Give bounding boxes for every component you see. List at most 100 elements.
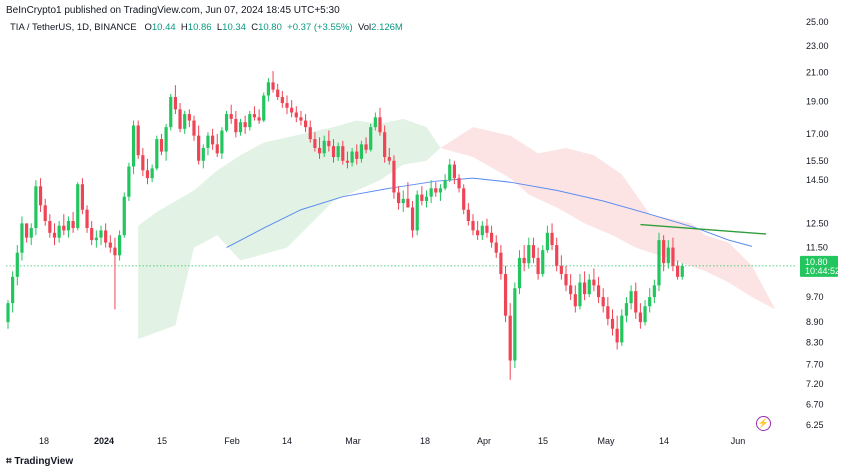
candle-body[interactable] [29, 228, 33, 238]
candle-body[interactable] [680, 265, 684, 277]
candle-body[interactable] [373, 117, 377, 128]
candle-body[interactable] [434, 188, 438, 193]
candle-body[interactable] [136, 125, 140, 156]
candle-body[interactable] [11, 276, 15, 304]
candle-body[interactable] [164, 127, 168, 152]
candle-body[interactable] [285, 103, 289, 108]
candle-body[interactable] [243, 122, 247, 128]
candle-body[interactable] [424, 196, 429, 201]
candle-body[interactable] [466, 209, 470, 222]
candle-body[interactable] [517, 257, 522, 289]
candle-body[interactable] [224, 114, 229, 131]
candle-body[interactable] [327, 140, 331, 147]
candle-body[interactable] [15, 252, 19, 277]
candle-body[interactable] [476, 230, 480, 236]
candle-body[interactable] [71, 221, 75, 229]
candle-body[interactable] [420, 194, 424, 201]
candle-body[interactable] [624, 303, 629, 316]
candle-body[interactable] [401, 198, 405, 204]
candle-body[interactable] [676, 265, 680, 277]
candle-body[interactable] [471, 221, 475, 231]
candle-body[interactable] [378, 117, 382, 133]
candle-body[interactable] [648, 297, 652, 307]
candle-body[interactable] [108, 242, 112, 248]
candle-body[interactable] [601, 297, 605, 307]
candle-body[interactable] [62, 225, 66, 231]
candle-body[interactable] [104, 230, 108, 243]
candle-body[interactable] [359, 144, 363, 159]
candle-body[interactable] [99, 230, 103, 238]
candle-body[interactable] [536, 257, 540, 275]
candle-body[interactable] [494, 242, 498, 253]
candle-body[interactable] [85, 209, 89, 229]
candle-body[interactable] [215, 144, 219, 154]
candle-body[interactable] [294, 112, 298, 118]
candle-body[interactable] [638, 312, 642, 323]
candle-body[interactable] [145, 170, 150, 179]
candle-body[interactable] [415, 194, 419, 231]
candle-body[interactable] [429, 188, 433, 197]
candle-body[interactable] [545, 232, 549, 251]
candle-body[interactable] [629, 291, 633, 304]
candle-body[interactable] [615, 328, 619, 343]
candle-body[interactable] [262, 95, 266, 121]
candle-body[interactable] [322, 140, 326, 154]
candle-body[interactable] [569, 285, 573, 295]
candle-body[interactable] [369, 127, 373, 150]
candle-body[interactable] [397, 192, 401, 204]
candle-body[interactable] [392, 160, 396, 193]
candle-body[interactable] [238, 122, 243, 133]
candle-body[interactable] [541, 250, 545, 275]
candle-body[interactable] [499, 252, 503, 275]
candle-body[interactable] [531, 245, 536, 258]
candle-body[interactable] [34, 186, 38, 229]
candle-body[interactable] [550, 232, 554, 246]
candle-body[interactable] [583, 282, 587, 295]
candle-body[interactable] [94, 237, 98, 241]
candle-body[interactable] [304, 120, 308, 128]
candle-body[interactable] [336, 146, 340, 158]
candle-body[interactable] [355, 151, 359, 159]
candle-body[interactable] [122, 196, 126, 236]
candle-body[interactable] [118, 235, 122, 256]
candle-body[interactable] [662, 240, 666, 264]
candle-body[interactable] [57, 225, 61, 238]
candle-body[interactable] [290, 107, 294, 113]
candle-body[interactable] [211, 135, 215, 145]
candle-body[interactable] [173, 97, 177, 110]
candle-body[interactable] [438, 188, 443, 193]
candle-body[interactable] [266, 82, 270, 96]
candle-body[interactable] [271, 82, 275, 90]
candle-body[interactable] [155, 139, 159, 169]
candle-body[interactable] [383, 132, 387, 158]
candle-body[interactable] [457, 178, 461, 189]
candle-body[interactable] [178, 109, 182, 129]
candle-body[interactable] [43, 205, 47, 222]
tradingview-brand[interactable]: ⌗ TradingView [6, 456, 73, 467]
candle-body[interactable] [90, 228, 94, 241]
candle-body[interactable] [448, 164, 452, 181]
candle-body[interactable] [578, 282, 582, 307]
candle-body[interactable] [280, 97, 284, 104]
candle-body[interactable] [643, 306, 647, 323]
candle-body[interactable] [25, 223, 29, 238]
candle-body[interactable] [252, 114, 257, 118]
candle-body[interactable] [141, 155, 145, 171]
candle-body[interactable] [38, 186, 43, 206]
candle-body[interactable] [555, 245, 559, 266]
candle-body[interactable] [52, 232, 57, 238]
candle-body[interactable] [197, 135, 201, 161]
candle-body[interactable] [410, 207, 415, 231]
candle-body[interactable] [443, 180, 447, 189]
candle-body[interactable] [317, 147, 322, 154]
candle-body[interactable] [587, 279, 591, 295]
candle-body[interactable] [657, 240, 661, 286]
candle-body[interactable] [234, 118, 238, 133]
candle-body[interactable] [308, 127, 312, 140]
candle-body[interactable] [313, 139, 317, 148]
candle-body[interactable] [671, 247, 675, 266]
candle-body[interactable] [331, 146, 336, 158]
candle-body[interactable] [559, 265, 563, 275]
candle-body[interactable] [299, 117, 303, 121]
candle-body[interactable] [610, 318, 615, 329]
